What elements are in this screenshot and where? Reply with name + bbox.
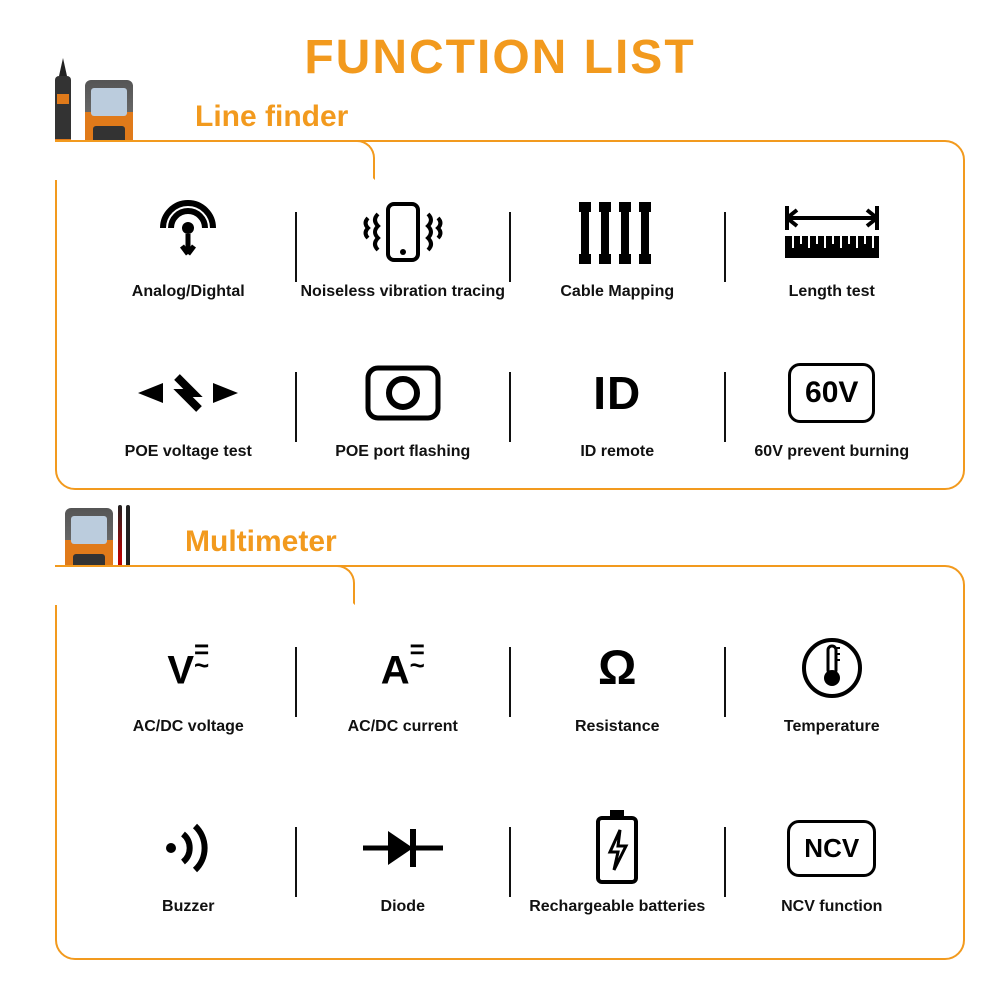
phone-vibrate-icon [358,193,448,273]
feature-label: Rechargeable batteries [529,898,705,916]
feature-length-test: Length test [726,172,939,322]
section-title-multimeter: Multimeter [185,525,337,559]
ncv-box-icon: NCV [787,808,876,888]
feature-diode: Diode [297,777,510,947]
omega-icon: Ω [598,628,636,708]
feature-temperature: Temperature [726,597,939,767]
feature-label: Resistance [575,718,660,736]
battery-charge-icon [590,808,644,888]
voltage-icon: V=~ [167,628,209,708]
current-icon: A=~ [381,628,425,708]
id-text-icon: ID [593,353,641,433]
feature-noiseless-vibration: Noiseless vibration tracing [297,172,510,322]
feature-label: POE voltage test [125,443,252,461]
feature-ncv: NCV NCV function [726,777,939,947]
line-finder-section: Analog/Dightal Noiseless vibration traci… [55,140,965,490]
feature-poe-voltage: POE voltage test [82,332,295,482]
feature-label: POE port flashing [335,443,470,461]
feature-label: Diode [381,898,425,916]
feature-label: 60V prevent burning [754,443,909,461]
page-title: FUNCTION LIST [0,0,1000,85]
feature-id-remote: ID ID remote [511,332,724,482]
60v-box-icon: 60V [788,353,875,433]
feature-resistance: Ω Resistance [511,597,724,767]
feature-label: Noiseless vibration tracing [300,283,505,301]
diode-icon [358,808,448,888]
buzzer-icon [153,808,223,888]
thermometer-icon [802,628,862,708]
multimeter-section: V=~ AC/DC voltage A=~ AC/DC current Ω Re… [55,565,965,960]
feature-label: Temperature [784,718,880,736]
feature-label: NCV function [781,898,882,916]
feature-label: Cable Mapping [560,283,674,301]
feature-poe-flashing: POE port flashing [297,332,510,482]
poe-voltage-icon [133,353,243,433]
feature-label: Buzzer [162,898,214,916]
feature-acdc-voltage: V=~ AC/DC voltage [82,597,295,767]
feature-cable-mapping: Cable Mapping [511,172,724,322]
feature-label: AC/DC voltage [133,718,244,736]
feature-buzzer: Buzzer [82,777,295,947]
feature-analog-digital: Analog/Dightal [82,172,295,322]
signal-icon [153,193,223,273]
port-flash-icon [358,353,448,433]
feature-60v: 60V 60V prevent burning [726,332,939,482]
feature-label: ID remote [580,443,654,461]
feature-label: AC/DC current [348,718,458,736]
ruler-arrow-icon [777,193,887,273]
feature-label: Analog/Dightal [132,283,245,301]
feature-battery: Rechargeable batteries [511,777,724,947]
section-title-line-finder: Line finder [195,100,348,134]
cable-map-icon [575,193,659,273]
feature-label: Length test [789,283,875,301]
feature-acdc-current: A=~ AC/DC current [297,597,510,767]
